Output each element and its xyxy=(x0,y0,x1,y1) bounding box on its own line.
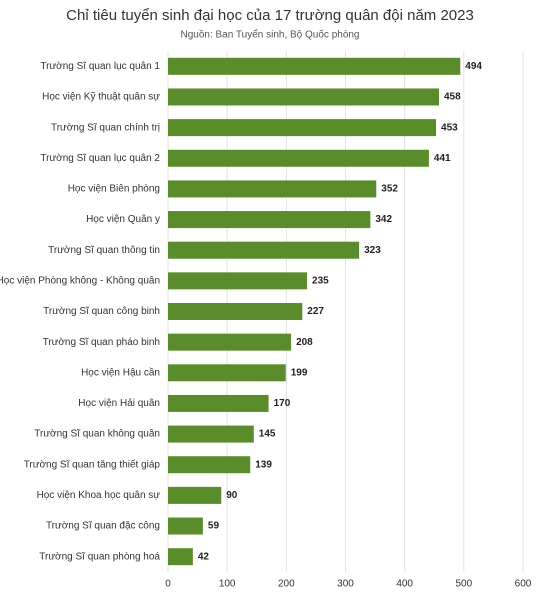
value-label: 90 xyxy=(226,490,238,501)
y-tick-label: Học viện Kỹ thuật quân sự xyxy=(42,92,160,103)
bar xyxy=(168,364,286,382)
value-label: 458 xyxy=(444,92,461,103)
bar xyxy=(168,456,251,474)
bar xyxy=(168,211,371,229)
y-tick-label: Trường Sĩ quan lục quân 1 xyxy=(40,61,160,72)
value-label: 170 xyxy=(274,398,291,409)
value-label: 227 xyxy=(307,306,324,317)
bar xyxy=(168,486,222,504)
bar xyxy=(168,548,193,566)
bar xyxy=(168,425,254,443)
bar xyxy=(168,57,461,75)
value-label: 352 xyxy=(381,184,398,195)
y-tick-label: Học viện Hậu cần xyxy=(81,366,160,378)
bar xyxy=(168,119,437,137)
chart-subtitle: Nguồn: Ban Tuyển sinh, Bộ Quốc phòng xyxy=(180,29,359,41)
value-label: 199 xyxy=(291,367,308,378)
y-tick-label: Học viện Khoa học quân sự xyxy=(37,490,161,501)
value-label: 323 xyxy=(364,245,381,256)
value-label: 453 xyxy=(441,122,458,133)
y-tick-label: Học viện Quân y xyxy=(86,214,160,225)
y-tick-label: Trường Sĩ quan phòng hoá xyxy=(39,551,160,562)
y-tick-label: Trường Sĩ quan không quân xyxy=(34,429,160,440)
y-tick-label: Trường Sĩ quan tăng thiết giáp xyxy=(24,458,161,470)
y-tick-label: Trường Sĩ quan pháo binh xyxy=(43,337,160,348)
y-tick-label: Học viện Hải quân xyxy=(78,398,160,409)
x-tick-label: 400 xyxy=(396,579,413,590)
bar xyxy=(168,149,429,167)
value-label: 145 xyxy=(259,429,276,440)
bar xyxy=(168,333,292,351)
x-tick-label: 0 xyxy=(165,579,171,590)
y-tick-label: Học viện Phòng không - Không quân xyxy=(0,275,160,286)
value-label: 139 xyxy=(255,459,272,470)
bar xyxy=(168,241,360,259)
value-label: 59 xyxy=(208,521,220,532)
chart-title: Chỉ tiêu tuyển sinh đại học của 17 trườn… xyxy=(66,7,474,24)
value-label: 342 xyxy=(375,214,392,225)
bar xyxy=(168,517,203,535)
bar xyxy=(168,394,269,412)
value-label: 42 xyxy=(198,551,210,562)
y-tick-label: Trường Sĩ quan công binh xyxy=(43,306,160,317)
x-tick-label: 600 xyxy=(515,579,532,590)
x-tick-label: 300 xyxy=(337,579,354,590)
bar xyxy=(168,303,303,320)
y-tick-label: Trường Sĩ quan chính trị xyxy=(51,122,160,133)
value-label: 235 xyxy=(312,275,329,286)
y-tick-label: Trường Sĩ quan lục quân 2 xyxy=(40,153,160,164)
bar xyxy=(168,180,377,198)
value-label: 441 xyxy=(434,153,451,164)
bar xyxy=(168,88,439,106)
x-tick-label: 100 xyxy=(219,579,236,590)
value-label: 494 xyxy=(465,61,482,72)
y-tick-label: Trường Sĩ quan đặc công xyxy=(46,521,160,532)
y-tick-label: Trường Sĩ quan thông tin xyxy=(48,245,160,256)
x-tick-label: 500 xyxy=(455,579,472,590)
value-label: 208 xyxy=(296,337,313,348)
y-tick-label: Học viện Biên phòng xyxy=(68,184,160,195)
bar xyxy=(168,272,308,290)
x-tick-label: 200 xyxy=(278,579,295,590)
